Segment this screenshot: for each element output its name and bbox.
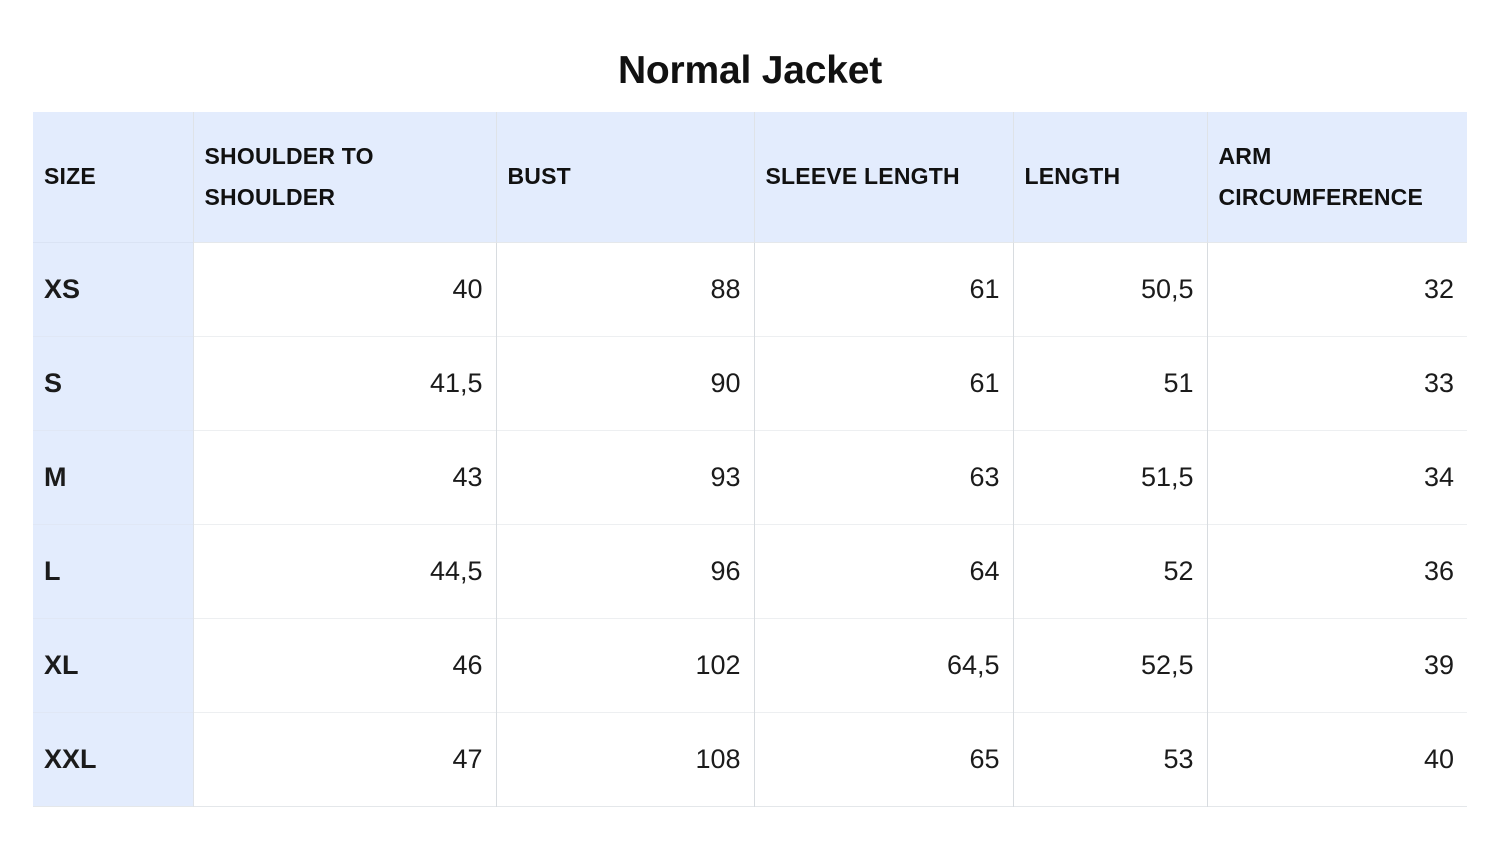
cell-size: M: [33, 429, 194, 524]
cell-arm-circumference: 33: [1207, 335, 1467, 430]
cell-length: 53: [1013, 711, 1208, 806]
cell-bust: 102: [496, 617, 755, 712]
column-header-bust: BUST: [496, 112, 755, 242]
cell-bust: 90: [496, 335, 755, 430]
cell-length: 51: [1013, 335, 1208, 430]
column-header-sleeve-length: SLEEVE LENGTH: [754, 112, 1014, 242]
column-header-length: LENGTH: [1013, 112, 1208, 242]
cell-sleeve-length: 64,5: [754, 617, 1014, 712]
table-body: XS 40 88 61 50,5 32 S 41,5 90 61 51 33 M: [33, 241, 1467, 806]
cell-arm-circumference: 32: [1207, 241, 1467, 336]
cell-arm-circumference: 40: [1207, 711, 1467, 806]
cell-bust: 88: [496, 241, 755, 336]
table-row: S 41,5 90 61 51 33: [33, 335, 1467, 430]
cell-bust: 108: [496, 711, 755, 806]
size-chart-container: SIZE SHOULDER TO SHOULDER BUST SLEEVE LE…: [33, 112, 1467, 807]
cell-shoulder-to-shoulder: 43: [193, 429, 497, 524]
cell-bust: 93: [496, 429, 755, 524]
table-row: XS 40 88 61 50,5 32: [33, 241, 1467, 336]
cell-size: XXL: [33, 711, 194, 806]
cell-sleeve-length: 63: [754, 429, 1014, 524]
cell-length: 52: [1013, 523, 1208, 618]
cell-arm-circumference: 34: [1207, 429, 1467, 524]
column-header-size: SIZE: [33, 112, 194, 242]
cell-sleeve-length: 65: [754, 711, 1014, 806]
cell-shoulder-to-shoulder: 46: [193, 617, 497, 712]
table-header-row: SIZE SHOULDER TO SHOULDER BUST SLEEVE LE…: [33, 112, 1467, 242]
table-row: M 43 93 63 51,5 34: [33, 429, 1467, 524]
table-header: SIZE SHOULDER TO SHOULDER BUST SLEEVE LE…: [33, 112, 1467, 242]
cell-sleeve-length: 64: [754, 523, 1014, 618]
size-chart-table: SIZE SHOULDER TO SHOULDER BUST SLEEVE LE…: [33, 112, 1467, 807]
cell-shoulder-to-shoulder: 40: [193, 241, 497, 336]
table-row: L 44,5 96 64 52 36: [33, 523, 1467, 618]
cell-size: XL: [33, 617, 194, 712]
cell-size: XS: [33, 241, 194, 336]
cell-arm-circumference: 36: [1207, 523, 1467, 618]
cell-bust: 96: [496, 523, 755, 618]
cell-shoulder-to-shoulder: 47: [193, 711, 497, 806]
cell-sleeve-length: 61: [754, 241, 1014, 336]
cell-size: S: [33, 335, 194, 430]
cell-shoulder-to-shoulder: 41,5: [193, 335, 497, 430]
table-row: XXL 47 108 65 53 40: [33, 711, 1467, 806]
page-title: Normal Jacket: [617, 49, 883, 92]
cell-sleeve-length: 61: [754, 335, 1014, 430]
cell-arm-circumference: 39: [1207, 617, 1467, 712]
cell-length: 50,5: [1013, 241, 1208, 336]
column-header-shoulder-to-shoulder: SHOULDER TO SHOULDER: [193, 112, 497, 242]
cell-length: 51,5: [1013, 429, 1208, 524]
column-header-arm-circumference: ARM CIRCUMFERENCE: [1207, 112, 1467, 242]
table-row: XL 46 102 64,5 52,5 39: [33, 617, 1467, 712]
cell-length: 52,5: [1013, 617, 1208, 712]
cell-shoulder-to-shoulder: 44,5: [193, 523, 497, 618]
cell-size: L: [33, 523, 194, 618]
